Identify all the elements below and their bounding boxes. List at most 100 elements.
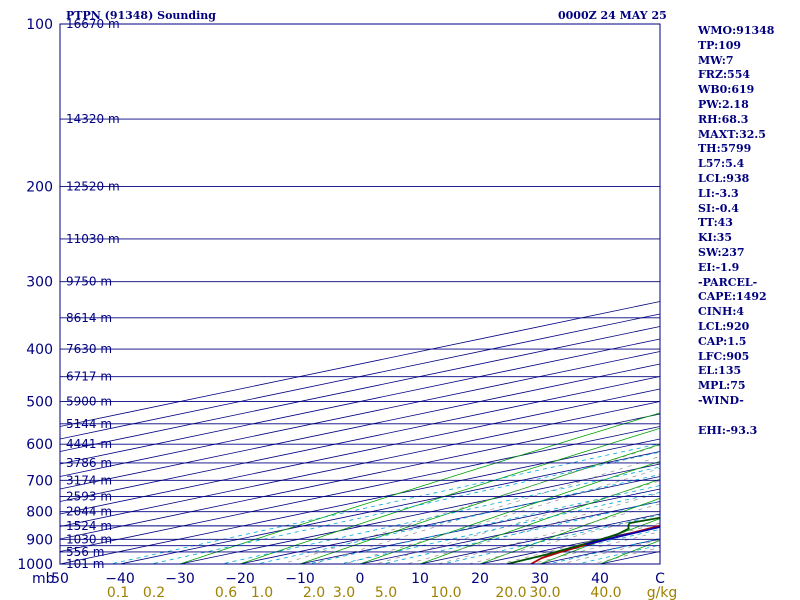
temperature-tick-label: 40 <box>591 571 609 587</box>
station-title: PTPN (91348) Sounding <box>66 9 216 22</box>
height-label: 5144 m <box>66 417 112 431</box>
isotherm-line <box>60 351 660 477</box>
height-label: 7630 m <box>66 342 112 356</box>
y-axis-label: mb <box>32 571 55 587</box>
temperature-tick-label: −10 <box>285 571 315 587</box>
height-label: 9750 m <box>66 275 112 289</box>
index-item: PW:2.18 <box>698 97 749 111</box>
mixing-ratio-label: 10.0 <box>430 585 461 600</box>
index-item: MW:7 <box>698 53 734 67</box>
index-item: -PARCEL- <box>698 275 758 289</box>
dry-adiabat-line <box>238 427 660 564</box>
mixing-ratio-line <box>441 514 660 564</box>
height-label: 556 m <box>66 545 104 559</box>
index-item: L57:5.4 <box>698 157 745 171</box>
pressure-tick-label: 800 <box>26 505 53 521</box>
height-label: 2593 m <box>66 490 112 504</box>
index-item: LCL:920 <box>698 319 750 333</box>
plot-frame <box>59 23 661 565</box>
index-item: -WIND- <box>698 393 744 407</box>
height-label: 4441 m <box>66 437 112 451</box>
moist-adiabat-line <box>343 467 660 564</box>
temperature-tick-label: −40 <box>105 571 135 587</box>
isotherm-line <box>60 363 660 490</box>
height-label: 11030 m <box>66 232 120 246</box>
moist-adiabat-line <box>281 444 660 564</box>
index-item: LCL:938 <box>698 171 750 185</box>
isotherm-line <box>60 438 660 564</box>
index-item: TT:43 <box>698 216 733 230</box>
height-label: 3174 m <box>66 473 112 487</box>
pressure-tick-label: 500 <box>26 394 53 410</box>
isotherm-line <box>119 451 660 564</box>
index-item: WMO:91348 <box>698 24 775 37</box>
index-item: WB0:619 <box>698 83 755 97</box>
index-item: MPL:75 <box>698 379 746 393</box>
temperature-tick-label: 0 <box>356 571 365 587</box>
mixing-ratio-label: 20.0 <box>495 585 526 600</box>
height-label: 2044 m <box>66 505 112 519</box>
mixing-ratio-label: 0.2 <box>143 585 165 600</box>
temperature-tick-label: C <box>655 571 665 587</box>
index-item <box>698 409 798 424</box>
pressure-tick-label: 600 <box>26 437 53 453</box>
isotherm-line <box>60 413 660 540</box>
moist-adiabat-line <box>405 492 660 564</box>
temperature-tick-label: 30 <box>531 571 549 587</box>
height-label: 1524 m <box>66 519 112 533</box>
index-item: LI:-3.3 <box>698 186 739 200</box>
index-item: FRZ:554 <box>698 68 751 82</box>
temperature-tick-label: 10 <box>411 571 429 587</box>
mixing-ratio-label: g/kg <box>647 585 678 600</box>
pressure-tick-label: 900 <box>26 532 53 548</box>
index-item: TP:109 <box>698 38 742 52</box>
isotherm-line <box>60 388 660 515</box>
height-label: 3786 m <box>66 456 112 470</box>
pressure-tick-label: 300 <box>26 275 53 291</box>
mixing-ratio-label: 30.0 <box>529 585 560 600</box>
mixing-ratio-label: 5.0 <box>375 585 397 600</box>
height-label: 12520 m <box>66 180 120 194</box>
dry-adiabat-line <box>418 478 660 564</box>
temperature-tick-label: −20 <box>225 571 255 587</box>
pressure-tick-label: 200 <box>26 180 53 196</box>
isotherm-line <box>60 426 660 552</box>
index-item: SI:-0.4 <box>698 201 739 215</box>
isotherm-line <box>60 301 660 427</box>
mixing-ratio-label: 2.0 <box>303 585 325 600</box>
pressure-tick-label: 100 <box>26 17 53 33</box>
temperature-tick-label: 20 <box>471 571 489 587</box>
index-item: CAPE:1492 <box>698 290 767 304</box>
mixing-ratio-label: 0.6 <box>215 585 237 600</box>
pressure-tick-label: 1000 <box>17 557 53 573</box>
isotherm-line <box>60 313 660 440</box>
mixing-ratio-line <box>575 544 660 564</box>
index-item: EL:135 <box>698 364 742 378</box>
moist-adiabat-line <box>312 456 660 564</box>
pressure-tick-label: 700 <box>26 473 53 489</box>
observation-time: 0000Z 24 MAY 25 <box>558 9 667 22</box>
mixing-ratio-line <box>219 466 660 564</box>
moist-adiabat-line <box>498 522 660 564</box>
index-item: MAXT:32.5 <box>698 127 766 141</box>
isotherm-line <box>179 463 660 564</box>
isotherm-line <box>60 338 660 465</box>
dry-adiabat-line <box>478 497 660 564</box>
isotherm-line <box>60 401 660 527</box>
mixing-ratio-line <box>546 537 660 564</box>
mixing-ratio-label: 40.0 <box>590 585 621 600</box>
index-item: KI:35 <box>698 231 733 245</box>
index-item: EHI:-93.3 <box>698 423 758 437</box>
dewpoint-curve <box>506 516 660 564</box>
temperature-tick-label: 50 <box>51 571 69 587</box>
height-label: 5900 m <box>66 394 112 408</box>
mixing-ratio-label: 1.0 <box>251 585 273 600</box>
index-item: TH:5799 <box>698 142 752 156</box>
index-item: CAP:1.5 <box>698 334 747 348</box>
height-label: 6717 m <box>66 370 112 384</box>
mixing-ratio-label: 3.0 <box>333 585 355 600</box>
index-item: SW:237 <box>698 245 745 259</box>
index-item: LFC:905 <box>698 349 750 363</box>
temperature-tick-label: −30 <box>165 571 195 587</box>
